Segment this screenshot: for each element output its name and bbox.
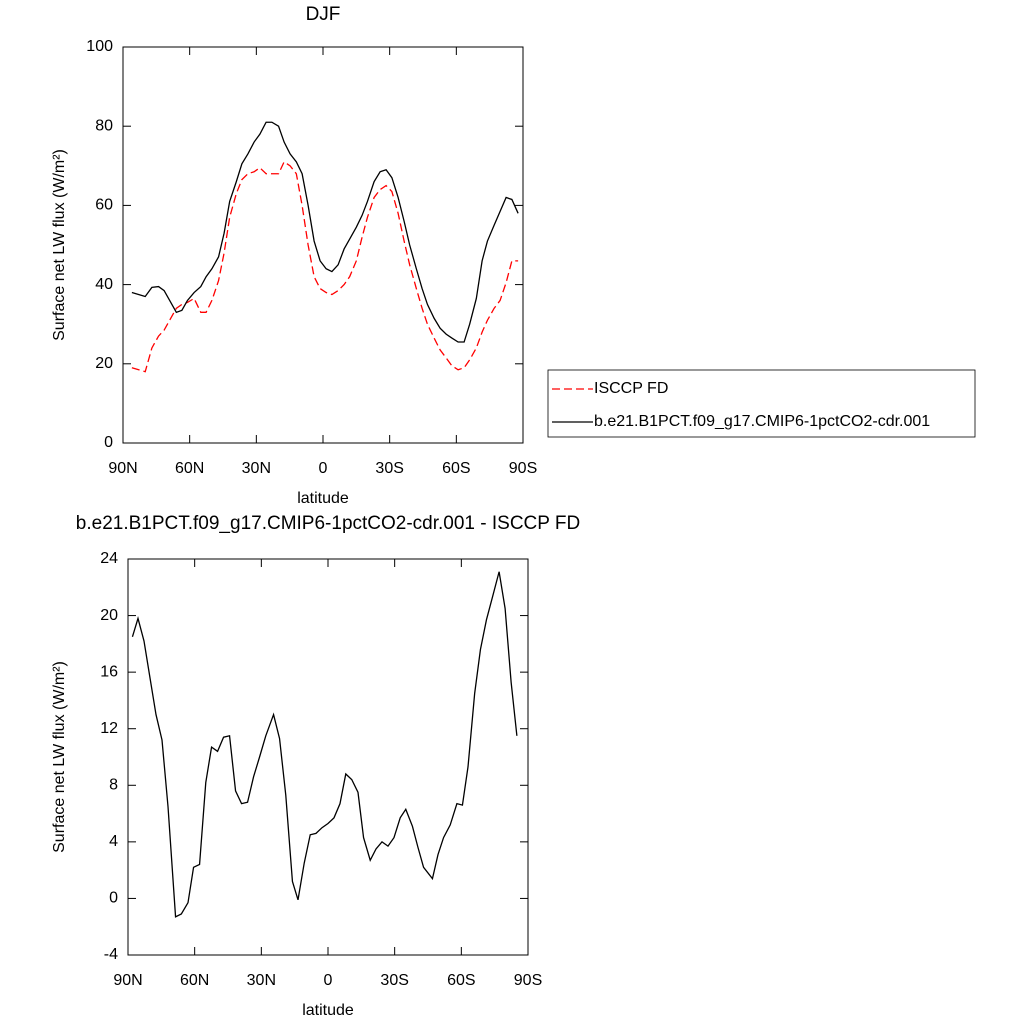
x-axis-label: latitude [297,490,349,507]
chart-title: DJF [306,4,341,25]
y-tick-label: 12 [100,720,118,737]
x-tick-label: 90N [113,972,142,989]
x-tick-label: 60N [175,460,204,477]
y-tick-label: 60 [95,197,113,214]
y-tick-label: 40 [95,276,113,293]
y-tick-label: 0 [104,434,113,451]
y-tick-label: 4 [109,833,118,850]
legend-label: b.e21.B1PCT.f09_g17.CMIP6-1pctCO2-cdr.00… [594,413,930,430]
x-tick-label: 60S [442,460,470,477]
legend-box [547,369,976,438]
y-tick-label: 0 [109,890,118,907]
y-tick-label: -4 [104,946,118,963]
data-line [131,571,518,918]
data-line [131,121,519,343]
y-tick-label: 16 [100,663,118,680]
legend-label: ISCCP FD [594,380,668,397]
x-tick-label: 30S [375,460,403,477]
x-tick-label: 90N [108,460,137,477]
x-tick-label: 0 [319,460,328,477]
x-tick-label: 30S [380,972,408,989]
y-axis-label: Surface net LW flux (W/m²) [51,149,68,341]
y-tick-label: 80 [95,117,113,134]
x-tick-label: 90S [514,972,542,989]
y-axis-label: Surface net LW flux (W/m²) [51,661,68,853]
x-tick-label: 60S [447,972,475,989]
y-tick-label: 24 [100,550,118,567]
x-axis-label: latitude [302,1002,354,1019]
plot-frame [122,46,524,444]
x-tick-label: 90S [509,460,537,477]
x-tick-label: 30N [247,972,276,989]
chart-title: b.e21.B1PCT.f09_g17.CMIP6-1pctCO2-cdr.00… [76,513,580,534]
x-tick-label: 0 [324,972,333,989]
y-tick-label: 100 [86,38,113,55]
data-line [131,160,519,373]
x-tick-label: 60N [180,972,209,989]
y-tick-label: 20 [100,607,118,624]
y-tick-label: 8 [109,777,118,794]
x-tick-label: 30N [242,460,271,477]
y-tick-label: 20 [95,355,113,372]
plot-frame [127,558,529,956]
